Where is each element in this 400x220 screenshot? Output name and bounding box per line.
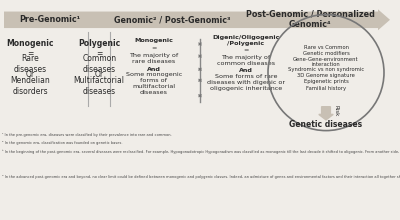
Polygon shape: [4, 9, 390, 30]
Text: =: =: [96, 50, 102, 58]
Text: =: =: [151, 46, 157, 51]
Text: Familial history: Familial history: [306, 86, 346, 90]
FancyArrow shape: [319, 107, 333, 120]
Text: Mendelian
disorders: Mendelian disorders: [10, 76, 50, 95]
Text: Genetic modifiers: Genetic modifiers: [302, 51, 350, 56]
Text: Rare vs Common: Rare vs Common: [304, 45, 348, 50]
Text: Some forms of rare
diseases with digenic or
oligogenic inheritance: Some forms of rare diseases with digenic…: [207, 74, 285, 91]
Text: 3D Genome signature: 3D Genome signature: [297, 73, 355, 78]
Text: Monogenic: Monogenic: [6, 40, 54, 48]
Text: Monogenic: Monogenic: [134, 38, 174, 43]
Text: Genetic diseases: Genetic diseases: [290, 120, 362, 129]
Text: Risk: Risk: [334, 105, 338, 117]
Text: Syndromic vs non syndromic: Syndromic vs non syndromic: [288, 67, 364, 72]
Text: Gene-Gene-environment
interaction: Gene-Gene-environment interaction: [293, 57, 359, 68]
Text: The majority of
common diseases: The majority of common diseases: [217, 55, 275, 66]
Text: Epigenetic prints: Epigenetic prints: [304, 79, 348, 84]
Text: The majority of
rare diseases: The majority of rare diseases: [129, 53, 179, 64]
Text: Polygenic: Polygenic: [78, 40, 120, 48]
Text: ² In the genomic era, classification was founded on genetic bases.: ² In the genomic era, classification was…: [2, 141, 122, 145]
Text: Or: Or: [26, 70, 34, 79]
Text: And: And: [147, 67, 161, 72]
Text: =: =: [243, 48, 249, 53]
Text: And: And: [239, 68, 253, 73]
Text: Multifactorial
diseases: Multifactorial diseases: [74, 76, 125, 95]
Text: Some monogenic
forms of
multifactorial
diseases: Some monogenic forms of multifactorial d…: [126, 72, 182, 95]
Text: ⁴ In the advanced post-genomic era and beyond, no clear limit could be defined b: ⁴ In the advanced post-genomic era and b…: [2, 175, 400, 179]
Text: ³ In the beginning of the post-genomic era, several diseases were reclassified. : ³ In the beginning of the post-genomic e…: [2, 150, 400, 154]
Text: Genomic² / Post-Genomic³: Genomic² / Post-Genomic³: [114, 15, 230, 24]
Text: =: =: [27, 50, 33, 58]
Text: Common
diseases: Common diseases: [82, 54, 116, 73]
Text: Pre-Genomic¹: Pre-Genomic¹: [20, 15, 80, 24]
Text: ¹ In the pre-genomic era, diseases were classified by their prevalence into rare: ¹ In the pre-genomic era, diseases were …: [2, 133, 172, 137]
Text: Post-Genomic / Personalized
Genomic⁴: Post-Genomic / Personalized Genomic⁴: [246, 10, 374, 29]
Text: Or: Or: [95, 70, 104, 79]
Text: Digenic/Oligogenic
/Polygenic: Digenic/Oligogenic /Polygenic: [212, 35, 280, 46]
Text: Rare
diseases: Rare diseases: [14, 54, 46, 73]
